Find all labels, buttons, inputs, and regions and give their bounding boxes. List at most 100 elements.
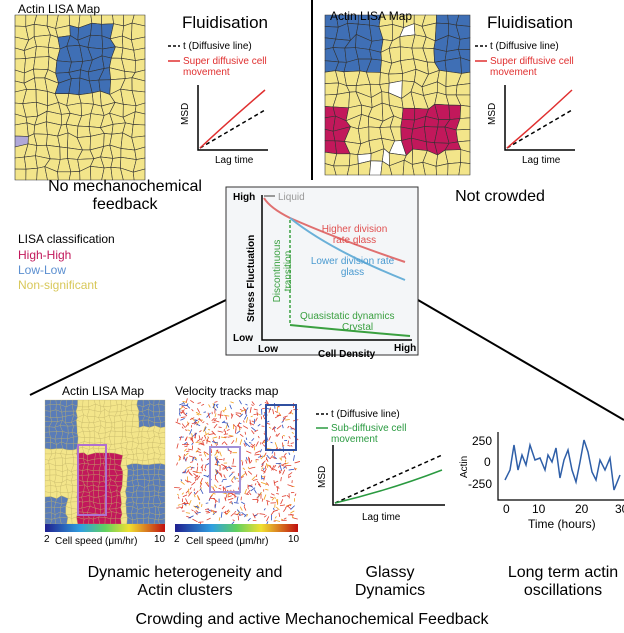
- y-label: Stress Fluctuation: [246, 235, 257, 322]
- track: [266, 457, 267, 460]
- cell: [93, 475, 100, 483]
- map-title: Velocity tracks map: [175, 385, 278, 398]
- cell: [92, 91, 101, 106]
- cell: [110, 518, 115, 524]
- cell: [456, 129, 470, 142]
- cell: [136, 491, 144, 498]
- cell: [133, 470, 137, 476]
- cell: [62, 411, 66, 417]
- cell: [33, 57, 49, 70]
- axis-label: Low: [258, 344, 278, 355]
- colorbar-label: 10: [288, 534, 299, 545]
- cell: [55, 458, 63, 466]
- x-label: Lag time: [215, 155, 253, 166]
- cell: [77, 126, 90, 138]
- track: [283, 435, 285, 436]
- cell: [144, 491, 150, 497]
- cell: [93, 490, 98, 498]
- cell: [460, 105, 470, 118]
- cell: [50, 470, 56, 475]
- cell: [132, 415, 139, 422]
- cell: [114, 428, 122, 432]
- cell: [24, 156, 37, 169]
- cell: [459, 163, 470, 175]
- plot-title: Fluidisation: [487, 14, 573, 33]
- y-label: MSD: [180, 103, 191, 125]
- colorbar-label: 10: [154, 534, 165, 545]
- cell: [66, 450, 73, 455]
- cell: [325, 83, 339, 95]
- legend-item: t (Diffusive line): [183, 41, 252, 52]
- cell: [456, 15, 470, 26]
- cell: [88, 35, 103, 49]
- cell: [35, 46, 49, 57]
- track: [200, 482, 201, 485]
- cell: [100, 503, 105, 509]
- region-label: Crystal: [342, 322, 373, 333]
- cell: [90, 437, 96, 443]
- cell: [334, 166, 350, 175]
- cell: [334, 154, 350, 166]
- track: [202, 504, 203, 507]
- cell: [445, 150, 461, 164]
- axis-label: High: [233, 192, 255, 203]
- legend-item: Super diffusive cell movement: [183, 56, 293, 78]
- cell: [45, 427, 49, 433]
- x-label: Time (hours): [528, 518, 596, 531]
- map-title: Actin LISA Map: [62, 385, 144, 398]
- track: [194, 458, 196, 459]
- cell: [67, 444, 74, 451]
- cell: [45, 470, 50, 476]
- region-label: Lower division rate glass: [310, 256, 395, 278]
- cell: [446, 85, 457, 95]
- cell: [148, 459, 154, 465]
- caption: No mechanochemical feedback: [15, 178, 235, 213]
- track: [226, 468, 229, 469]
- track: [277, 486, 278, 491]
- cell: [109, 464, 115, 470]
- cell: [159, 411, 165, 417]
- cell: [91, 15, 102, 24]
- legend-item: Sub-diffusive cell movement: [331, 423, 431, 445]
- cell: [461, 150, 470, 164]
- legend-item: Low-Low: [18, 264, 66, 277]
- connector: [30, 300, 226, 395]
- cell: [102, 15, 114, 24]
- x-tick-label: 30: [615, 503, 624, 516]
- cell: [449, 105, 461, 120]
- cell: [448, 163, 461, 175]
- legend-item: t (Diffusive line): [490, 41, 559, 52]
- cell: [461, 58, 470, 74]
- axis-label: Low: [233, 333, 253, 344]
- colorbar-label: 2: [174, 534, 180, 545]
- actin-plot: [498, 432, 624, 500]
- cell: [15, 15, 26, 26]
- colorbar: [175, 524, 298, 532]
- cell: [109, 449, 115, 453]
- cell: [50, 400, 56, 405]
- y-tick-label: -250: [468, 478, 492, 491]
- colorbar-label: Cell speed (μm/hr): [55, 536, 137, 547]
- cell: [160, 422, 165, 428]
- cell: [325, 141, 337, 154]
- cell: [122, 432, 125, 437]
- track: [246, 438, 247, 440]
- y-label: MSD: [487, 103, 498, 125]
- cell: [137, 518, 144, 524]
- cell: [95, 508, 101, 514]
- cell: [355, 48, 371, 59]
- y-tick-label: 0: [484, 456, 491, 469]
- cell: [74, 437, 78, 444]
- cell: [95, 453, 101, 459]
- track: [285, 420, 290, 421]
- legend-item: Super diffusive cell movement: [490, 56, 600, 78]
- plot-title: Fluidisation: [182, 14, 268, 33]
- cell: [95, 459, 101, 465]
- cell: [143, 518, 148, 524]
- track: [220, 416, 221, 419]
- caption: Glassy Dynamics: [340, 564, 440, 599]
- cell: [121, 517, 128, 524]
- cell: [132, 124, 145, 137]
- cell: [79, 93, 94, 104]
- cell: [436, 15, 448, 24]
